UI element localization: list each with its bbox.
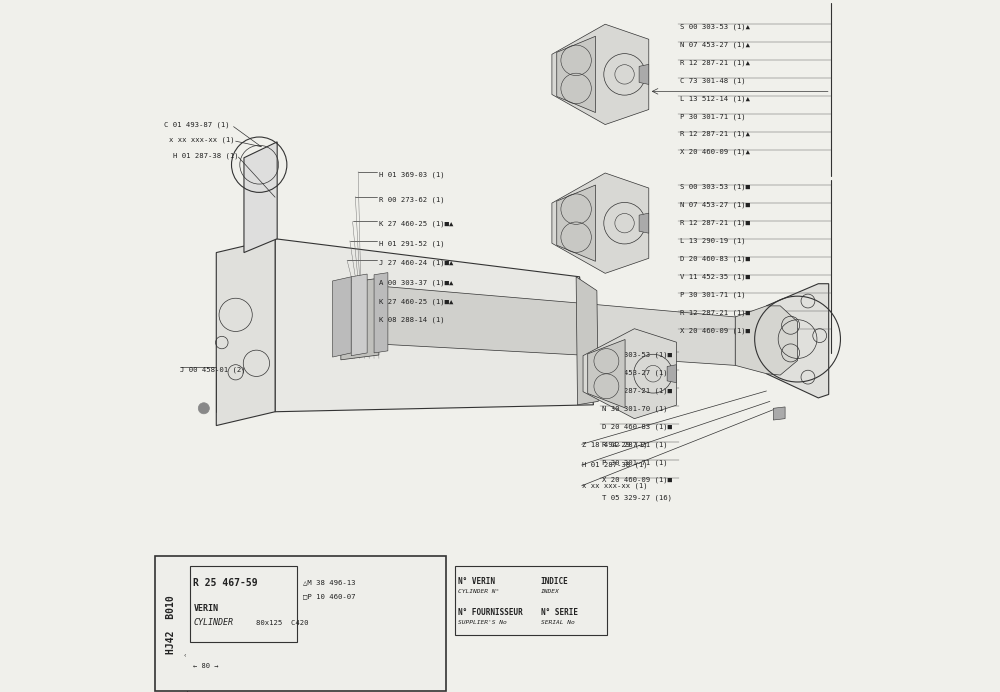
Text: SERIAL No: SERIAL No: [541, 620, 574, 626]
Text: R 12 287-21 (1): R 12 287-21 (1): [602, 441, 668, 448]
Text: R 12 287-21 (1)■: R 12 287-21 (1)■: [680, 309, 750, 316]
Text: A 00 303-37 (1)■▲: A 00 303-37 (1)■▲: [379, 279, 453, 286]
Polygon shape: [580, 303, 735, 365]
Text: N° SERIE: N° SERIE: [541, 608, 578, 617]
Text: N 07 453-27 (1)■: N 07 453-27 (1)■: [680, 201, 750, 208]
Polygon shape: [333, 277, 351, 357]
Text: HJ42  B010: HJ42 B010: [166, 595, 176, 653]
Text: X 20 460-09 (1)■: X 20 460-09 (1)■: [602, 477, 672, 484]
Polygon shape: [374, 273, 388, 353]
Text: R 12 287-21 (1)■: R 12 287-21 (1)■: [602, 387, 672, 394]
Text: VERIN: VERIN: [193, 604, 218, 614]
Text: N° FOURNISSEUR: N° FOURNISSEUR: [458, 608, 523, 617]
Bar: [455, 566, 607, 635]
Text: K 27 460-25 (1)■▲: K 27 460-25 (1)■▲: [379, 298, 453, 305]
Text: V 11 452-35 (1)■: V 11 452-35 (1)■: [680, 273, 750, 280]
Polygon shape: [341, 278, 379, 360]
Text: N° VERIN: N° VERIN: [458, 576, 495, 586]
Text: C 01 493-87 (1): C 01 493-87 (1): [164, 121, 230, 128]
Polygon shape: [244, 142, 277, 253]
Text: H 01 287-38 (1): H 01 287-38 (1): [173, 152, 239, 159]
Text: x xx xxx-xx (1): x xx xxx-xx (1): [169, 136, 235, 143]
Polygon shape: [275, 239, 593, 412]
Text: R 12 287-21 (1)▲: R 12 287-21 (1)▲: [680, 131, 750, 138]
Polygon shape: [552, 173, 649, 273]
Text: SUPPLIER'S No: SUPPLIER'S No: [458, 620, 507, 626]
Polygon shape: [766, 284, 829, 398]
Polygon shape: [351, 274, 367, 356]
Text: H 01 369-03 (1): H 01 369-03 (1): [379, 171, 445, 178]
Text: 80x125  C420: 80x125 C420: [256, 620, 309, 626]
Text: CYLINDER: CYLINDER: [193, 618, 233, 628]
Text: □P 10 460-07: □P 10 460-07: [303, 594, 355, 599]
Polygon shape: [735, 306, 798, 375]
Polygon shape: [667, 365, 676, 383]
Polygon shape: [351, 284, 580, 355]
Text: INDEX: INDEX: [541, 589, 559, 594]
Polygon shape: [773, 407, 785, 420]
Text: ← 80 →: ← 80 →: [193, 663, 219, 668]
Polygon shape: [639, 64, 649, 84]
Text: Z 18 494-29 (1): Z 18 494-29 (1): [582, 441, 647, 448]
Text: L 13 512-14 (1)▲: L 13 512-14 (1)▲: [680, 95, 750, 102]
Text: INDICE: INDICE: [541, 576, 568, 586]
Text: X 20 460-09 (1)▲: X 20 460-09 (1)▲: [680, 149, 750, 156]
Text: J 00 458-01 (2): J 00 458-01 (2): [180, 367, 246, 374]
Text: N 07 453-27 (1)■: N 07 453-27 (1)■: [602, 369, 672, 376]
Text: x xx xxx-xx (1): x xx xxx-xx (1): [582, 482, 647, 489]
Circle shape: [198, 403, 209, 414]
Text: N 07 453-27 (1)▲: N 07 453-27 (1)▲: [680, 41, 750, 48]
Polygon shape: [557, 36, 595, 113]
Text: K 27 460-25 (1)■▲: K 27 460-25 (1)■▲: [379, 221, 453, 228]
Text: S 00 303-53 (1)▲: S 00 303-53 (1)▲: [680, 23, 750, 30]
Polygon shape: [583, 329, 676, 419]
Text: R 12 287-21 (1)■: R 12 287-21 (1)■: [680, 219, 750, 226]
Text: J 27 460-24 (1)■▲: J 27 460-24 (1)■▲: [379, 260, 453, 266]
Text: K 08 288-14 (1): K 08 288-14 (1): [379, 316, 445, 323]
Text: ^: ^: [185, 653, 190, 655]
Text: △M 38 496-13: △M 38 496-13: [303, 580, 355, 585]
Bar: [190, 566, 297, 642]
Polygon shape: [639, 213, 649, 233]
Bar: [155, 556, 446, 691]
Text: T 05 329-27 (16): T 05 329-27 (16): [602, 495, 672, 502]
Text: P 30 301-71 (1): P 30 301-71 (1): [602, 459, 668, 466]
Text: P 30 301-71 (1): P 30 301-71 (1): [680, 291, 746, 298]
Text: X 20 460-09 (1)■: X 20 460-09 (1)■: [680, 327, 750, 334]
Polygon shape: [557, 185, 595, 262]
Text: L 13 290-19 (1): L 13 290-19 (1): [680, 237, 746, 244]
Polygon shape: [216, 239, 275, 426]
Text: H 01 287-38 (1): H 01 287-38 (1): [582, 462, 647, 468]
Polygon shape: [552, 24, 649, 125]
Text: N 30 301-70 (1): N 30 301-70 (1): [602, 405, 668, 412]
Text: S 00 303-53 (1)■: S 00 303-53 (1)■: [602, 351, 672, 358]
Text: S 00 303-53 (1)■: S 00 303-53 (1)■: [680, 183, 750, 190]
Text: R 00 273-62 (1): R 00 273-62 (1): [379, 196, 445, 203]
Text: P 30 301-71 (1): P 30 301-71 (1): [680, 113, 746, 120]
Text: C 73 301-48 (1): C 73 301-48 (1): [680, 77, 746, 84]
Text: D 20 460-83 (1)■: D 20 460-83 (1)■: [602, 423, 672, 430]
Polygon shape: [588, 340, 625, 408]
Text: R 25 467-59: R 25 467-59: [193, 578, 258, 588]
Text: R 12 287-21 (1)▲: R 12 287-21 (1)▲: [680, 59, 750, 66]
Text: H 01 291-52 (1): H 01 291-52 (1): [379, 240, 445, 247]
Polygon shape: [576, 277, 598, 405]
Text: CYLINDER N°: CYLINDER N°: [458, 589, 500, 594]
Text: D 20 460-83 (1)■: D 20 460-83 (1)■: [680, 255, 750, 262]
